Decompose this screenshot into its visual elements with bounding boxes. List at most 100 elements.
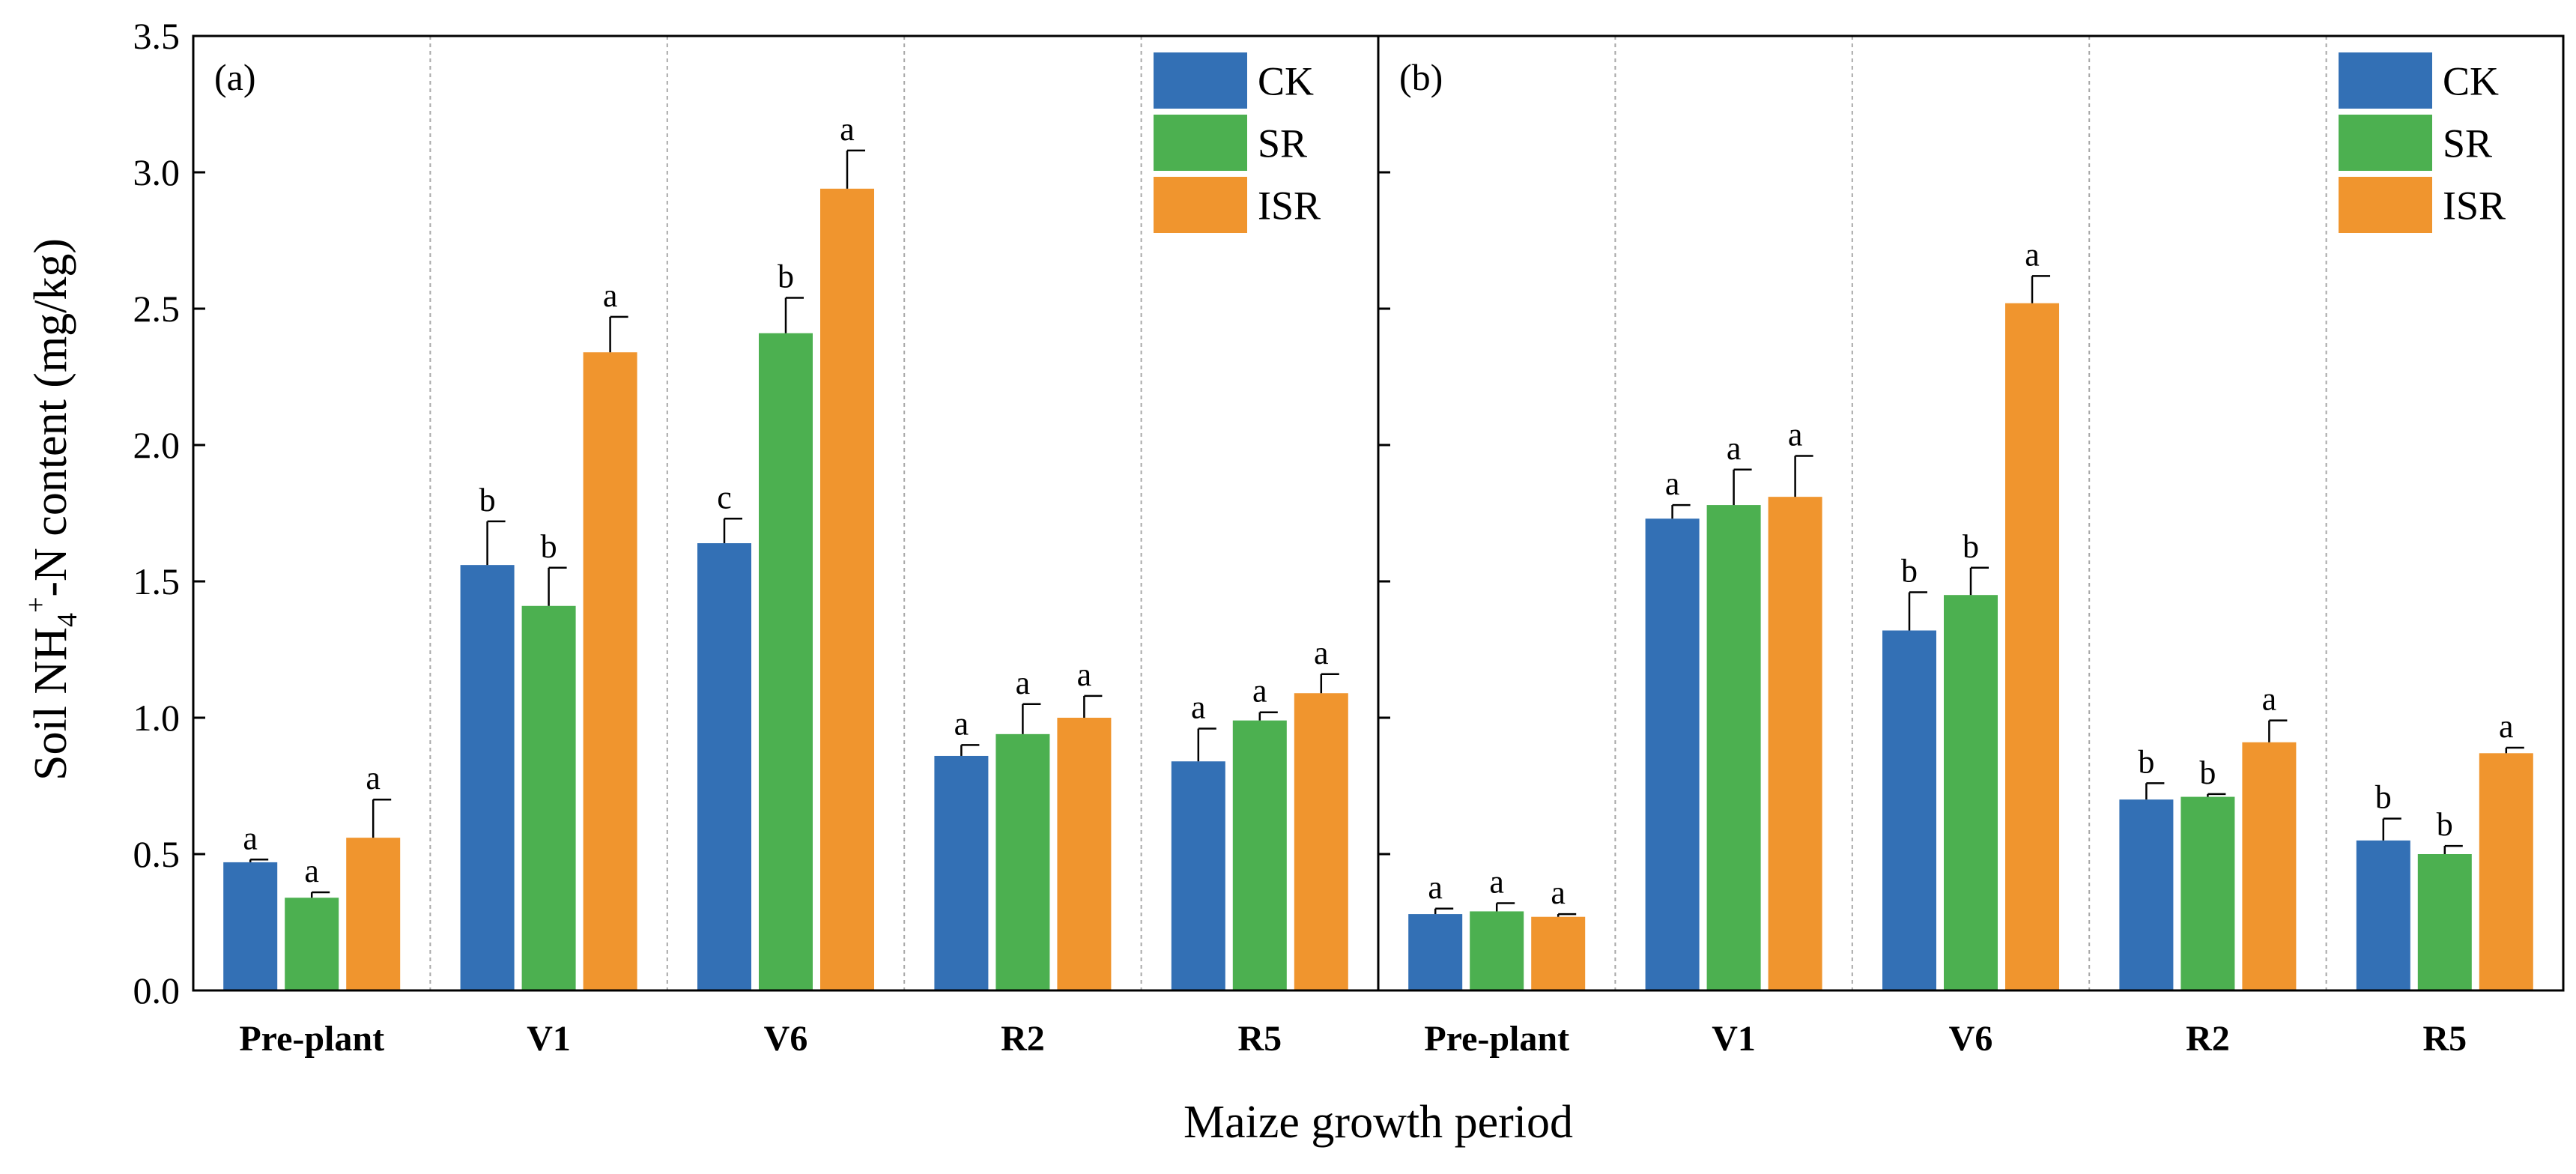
legend-label-ck: CK [1258,59,1314,104]
y-tick-label: 3.0 [133,151,181,193]
significance-letter: b [479,482,496,518]
significance-letter: a [1551,874,1566,911]
bar-isr [1531,916,1586,990]
axes [192,34,2565,992]
legend-label-isr: ISR [1258,184,1321,229]
bar-sr [1706,505,1761,990]
legend-swatch-sr [1154,115,1247,171]
legend-swatch-sr [2339,115,2432,171]
significance-letter: b [1963,528,1979,565]
x-tick-label: R5 [1237,1019,1282,1059]
bar-ck [1171,761,1225,990]
legend-swatch-ck [2339,52,2432,109]
significance-letter: a [2025,236,2040,273]
x-axis-title: Maize growth period [1184,1097,1573,1148]
significance-letter: a [304,853,319,889]
bar-sr [2180,796,2235,990]
x-tick-label: Pre-plant [239,1019,384,1059]
panel-frame [1377,34,2565,992]
y-tick-label: 2.0 [133,424,181,466]
y-tick-label: 2.5 [133,288,181,330]
significance-letter: a [603,277,618,314]
legend-swatch-ck [1154,52,1247,109]
legends: CK SR ISR CK SR ISR [1154,52,2506,233]
significance-letter: a [1788,417,1803,453]
significance-letter: a [1727,430,1742,467]
significance-letter: b [2138,743,2154,780]
bar-ck [697,543,751,990]
significance-letter: a [1016,665,1031,701]
panel-label: (a) [214,56,256,98]
significance-letter: b [1901,553,1918,590]
bar-ck [1408,914,1463,990]
significance-letter: b [541,528,557,565]
significance-letter: a [1077,656,1092,693]
grid-lines [429,36,2327,990]
significance-letter: a [1314,635,1329,671]
bars [223,149,2533,991]
y-tick-label: 3.5 [133,15,181,57]
y-tick-label: 1.0 [133,697,181,739]
legend-swatch-isr [2339,177,2432,233]
bar-ck [934,755,989,990]
bar-isr [1057,718,1112,990]
significance-letter: a [366,760,381,796]
y-tick-label: 0.0 [133,969,181,1011]
legend-label-isr: ISR [2443,184,2506,229]
significance-letter: a [1489,864,1504,901]
panel-label: (b) [1399,56,1443,98]
bar-isr [2479,753,2533,990]
bar-sr [521,605,576,990]
legend-label-sr: SR [2443,121,2492,166]
significance-letter: a [1191,689,1206,726]
significance-letter: a [1665,465,1680,502]
bar-isr [583,352,637,990]
significance-letter: b [2437,806,2453,843]
y-axis-title-rest: -N content (mg/kg) [25,238,76,597]
bar-isr [346,838,401,990]
x-tick-label: Pre-plant [1424,1019,1569,1059]
x-tick-label: V1 [527,1019,571,1059]
significance-letter: b [2375,779,2392,816]
bar-isr [2242,742,2297,990]
bar-isr [1294,693,1348,990]
legend-label-sr: SR [1258,121,1307,166]
x-tick-label: R2 [2186,1019,2230,1059]
x-tick-label: R5 [2422,1019,2467,1059]
bar-sr [995,733,1050,990]
bar-isr [1768,497,1822,990]
significance-letter: c [717,479,732,515]
bar-ck [2356,840,2410,990]
bar-sr [1470,911,1524,990]
x-tick-label: V6 [1949,1019,1993,1059]
significance-letter: b [778,258,794,294]
bar-sr [1232,720,1287,990]
y-axis-title-base: Soil NH [25,627,76,781]
significance-letter: a [840,111,855,148]
x-tick-label: R2 [1001,1019,1045,1059]
y-axis-title-superscript: + [20,597,52,613]
significance-letter: a [1252,673,1267,709]
bar-sr [1944,595,1998,990]
y-axis-title-subscript: 4 [52,613,83,627]
bar-ck [1645,518,1700,990]
significance-letter: a [1428,869,1443,906]
y-tick-label: 0.5 [133,833,181,875]
x-tick-label: V6 [764,1019,808,1059]
significance-letter: a [243,820,258,856]
bar-ck [223,862,278,990]
bar-ck [460,565,515,990]
bar-sr [2417,854,2472,990]
x-tick-label: V1 [1712,1019,1756,1059]
bar-sr [285,898,339,990]
y-tick-label: 1.5 [133,560,181,602]
bar-ck [2119,799,2174,990]
bar-ck [1882,630,1936,990]
bar-isr [820,188,874,991]
significance-letter: a [954,705,969,742]
legend-swatch-isr [1154,177,1247,233]
bar-sr [759,333,813,990]
bar-isr [2005,303,2059,991]
significance-letter: b [2199,754,2216,791]
